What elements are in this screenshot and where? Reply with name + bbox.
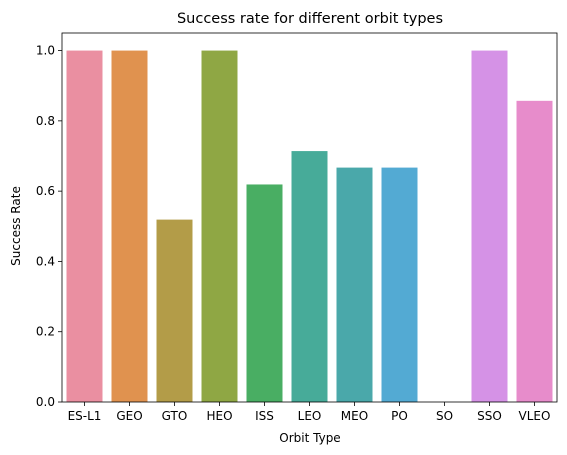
y-tick-label: 0.4	[36, 254, 55, 268]
chart-title: Success rate for different orbit types	[177, 11, 443, 27]
bar-gto	[156, 219, 193, 402]
x-axis: ES-L1 GEO GTO HEO ISS LEO MEO PO SO SSO VLEO	[68, 402, 551, 423]
plot-frame	[61, 32, 558, 403]
bar-po	[381, 167, 418, 402]
bar-es-l1	[66, 50, 103, 402]
x-tick-label: VLEO	[519, 409, 551, 423]
bar-leo	[291, 151, 328, 402]
x-tick-label: GTO	[162, 409, 188, 423]
x-tick-label: SSO	[477, 409, 502, 423]
x-tick-label: MEO	[341, 409, 368, 423]
x-axis-title: Orbit Type	[279, 431, 340, 445]
bar-meo	[336, 167, 373, 402]
x-tick-label: ISS	[255, 409, 274, 423]
bar-geo	[111, 50, 148, 402]
x-tick-label: SO	[436, 409, 453, 423]
y-tick-label: 1.0	[36, 44, 55, 58]
y-axis: 0.0 0.2 0.4 0.6 0.8 1.0	[36, 44, 62, 409]
x-tick-label: PO	[391, 409, 408, 423]
y-axis-title: Success Rate	[9, 186, 23, 266]
x-tick-label: LEO	[298, 409, 322, 423]
bars-group	[66, 50, 553, 402]
bar-heo	[201, 50, 238, 402]
bar-iss	[246, 184, 283, 402]
x-tick-label: GEO	[116, 409, 142, 423]
x-tick-label: ES-L1	[68, 409, 102, 423]
bar-vleo	[516, 100, 553, 402]
y-tick-label: 0.2	[36, 325, 55, 339]
bar-sso	[471, 50, 508, 402]
y-tick-label: 0.0	[36, 395, 55, 409]
x-tick-label: HEO	[206, 409, 232, 423]
y-tick-label: 0.8	[36, 114, 55, 128]
y-tick-label: 0.6	[36, 184, 55, 198]
